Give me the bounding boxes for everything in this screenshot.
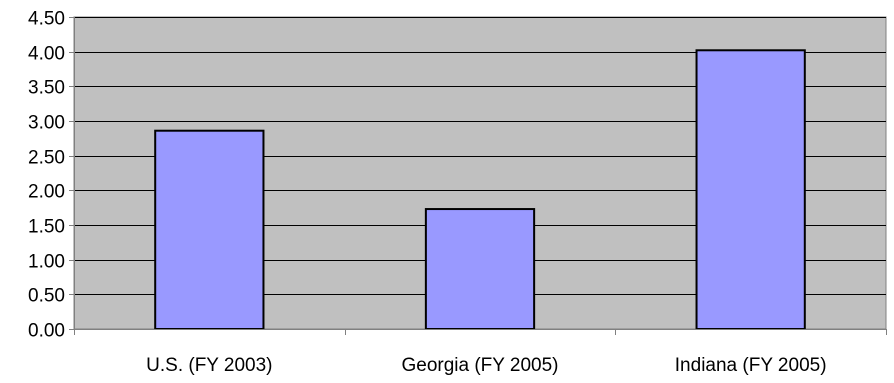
y-tick-label: 1.50 [28,217,65,238]
bar [424,208,536,330]
x-tick-label: Georgia (FY 2005) [401,355,558,376]
y-tick-label: 1.00 [28,252,65,273]
y-tick-label: 4.00 [28,44,65,65]
y-tick-label: 0.50 [28,286,65,307]
y-tick-label: 4.50 [28,9,65,30]
y-tick-label: 2.50 [28,148,65,169]
axes [69,17,887,335]
y-axis-ticks: 0.00 0.50 1.00 1.50 2.00 2.50 3.00 3.50 4.00 4.50 [28,9,65,342]
bars [154,49,806,330]
y-tick-label: 0.00 [28,321,65,342]
y-tick-label: 2.00 [28,182,65,203]
x-axis-ticks: U.S. (FY 2003) Georgia (FY 2005) Indiana (… [146,355,826,376]
bar [695,49,806,330]
x-tick-label: U.S. (FY 2003) [146,355,272,376]
x-tick-label: Indiana (FY 2005) [675,355,827,376]
bar [154,129,265,330]
y-tick-label: 3.50 [28,78,65,99]
y-tick-label: 3.00 [28,113,65,134]
